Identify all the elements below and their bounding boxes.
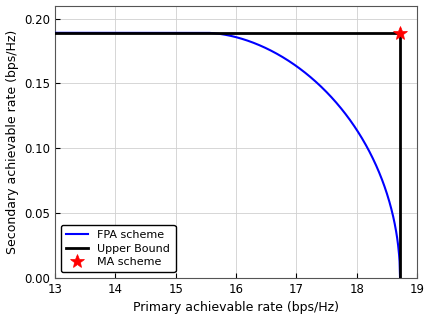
FPA scheme	[353, 127, 359, 131]
Line: FPA scheme: FPA scheme	[55, 33, 400, 278]
Y-axis label: Secondary achievable rate (bps/Hz): Secondary achievable rate (bps/Hz)	[6, 30, 18, 254]
FPA scheme	[270, 50, 275, 53]
FPA scheme	[299, 68, 304, 72]
Legend: FPA scheme, Upper Bound, MA scheme: FPA scheme, Upper Bound, MA scheme	[61, 225, 175, 272]
FPA scheme	[392, 220, 397, 223]
FPA scheme	[271, 50, 276, 54]
FPA scheme	[397, 276, 402, 280]
FPA scheme	[52, 31, 58, 35]
X-axis label: Primary achievable rate (bps/Hz): Primary achievable rate (bps/Hz)	[133, 301, 339, 315]
FPA scheme	[286, 59, 291, 63]
